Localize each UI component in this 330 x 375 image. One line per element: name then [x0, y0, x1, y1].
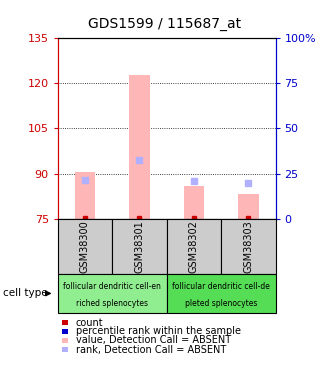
Bar: [58, 219, 112, 274]
Text: percentile rank within the sample: percentile rank within the sample: [76, 327, 241, 336]
Text: follicular dendritic cell-en: follicular dendritic cell-en: [63, 282, 161, 291]
Bar: [112, 219, 167, 274]
Bar: [221, 219, 276, 274]
Bar: [75, 172, 95, 219]
Bar: [238, 194, 259, 219]
Bar: [183, 186, 204, 219]
Bar: [62, 329, 69, 334]
Text: pleted splenocytes: pleted splenocytes: [185, 299, 257, 308]
Bar: [167, 274, 276, 313]
Text: count: count: [76, 318, 104, 327]
Text: rank, Detection Call = ABSENT: rank, Detection Call = ABSENT: [76, 345, 226, 354]
Text: follicular dendritic cell-de: follicular dendritic cell-de: [172, 282, 270, 291]
Text: GSM38301: GSM38301: [134, 220, 145, 273]
Bar: [62, 320, 69, 325]
Text: riched splenocytes: riched splenocytes: [76, 299, 148, 308]
Bar: [58, 274, 167, 313]
Text: GSM38302: GSM38302: [189, 220, 199, 273]
Bar: [129, 75, 150, 219]
Text: cell type: cell type: [3, 288, 48, 298]
Bar: [62, 338, 69, 343]
Text: GSM38300: GSM38300: [80, 220, 90, 273]
Bar: [62, 347, 69, 352]
Text: GSM38303: GSM38303: [243, 220, 253, 273]
Text: value, Detection Call = ABSENT: value, Detection Call = ABSENT: [76, 336, 231, 345]
Text: GDS1599 / 115687_at: GDS1599 / 115687_at: [88, 17, 242, 31]
Bar: [167, 219, 221, 274]
